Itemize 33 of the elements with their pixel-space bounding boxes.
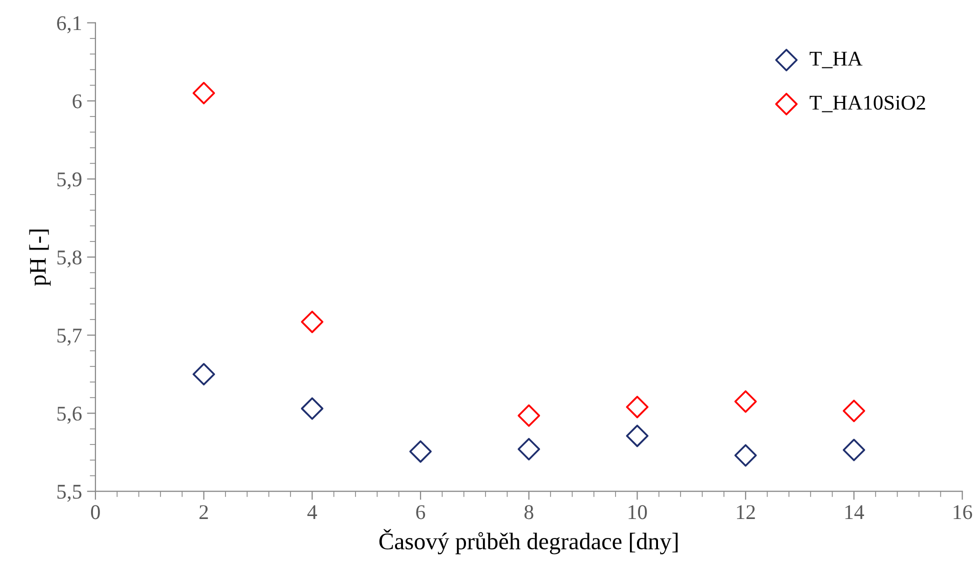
- legend-label: T_HA: [810, 52, 862, 68]
- y-tick-label: 5,5: [57, 484, 82, 502]
- x-tick-label: 8: [524, 505, 534, 520]
- x-tick-label: 12: [737, 505, 755, 519]
- x-tick-label: 2: [200, 505, 208, 519]
- point: [192, 82, 216, 104]
- x-tick-label: 0: [91, 505, 100, 520]
- y-tick-label: 6: [72, 94, 82, 108]
- x-tick-label: 14: [845, 505, 864, 519]
- point: [300, 310, 324, 334]
- point: [842, 400, 866, 422]
- point: [842, 438, 866, 462]
- x-tick-label: 6: [416, 505, 426, 520]
- point: [734, 444, 757, 467]
- point: [409, 440, 432, 463]
- point: [626, 396, 648, 418]
- point: [626, 424, 648, 448]
- point: [518, 438, 540, 460]
- x-axis-title: Časový průběh degradace [dny]: [379, 528, 678, 554]
- y-tick-label: 5,8: [57, 250, 82, 268]
- y-tick-label: 5,7: [57, 328, 82, 346]
- y-tick-label: 6,1: [57, 16, 82, 34]
- point: [518, 404, 540, 427]
- x-tick-label: 16: [954, 505, 972, 520]
- x-tick-label: 10: [628, 505, 647, 520]
- y-tick-label: 5,6: [57, 406, 82, 424]
- point: [734, 390, 757, 413]
- x-tick-label: 4: [307, 505, 318, 519]
- point: [192, 363, 216, 386]
- y-axis-title: pH [-]: [29, 230, 51, 286]
- legend-label: T_HA10SiO2: [810, 96, 926, 112]
- point: [300, 397, 324, 420]
- y-tick-label: 5,9: [57, 172, 82, 190]
